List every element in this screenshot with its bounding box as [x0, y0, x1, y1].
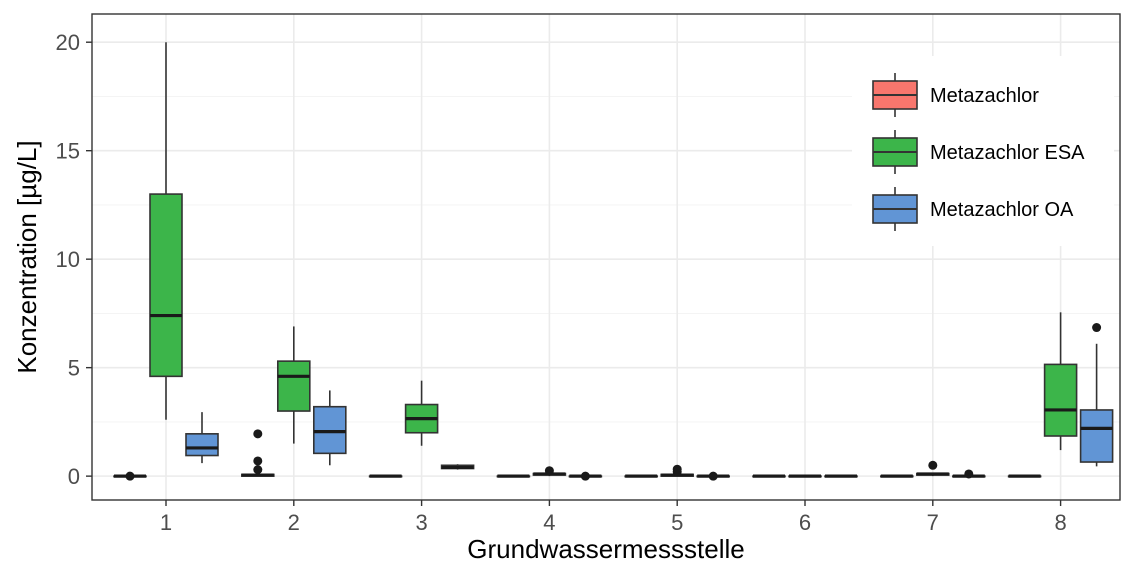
box-metazachlor-esa-5: [660, 464, 695, 477]
box-metazachlor-oa-2: [312, 390, 347, 466]
legend-label: Metazachlor: [930, 85, 1039, 107]
box-metazachlor-3: [368, 474, 403, 478]
outlier-point: [253, 456, 263, 466]
box-metazachlor-esa-4: [532, 466, 567, 477]
box-metazachlor-oa-1: [185, 412, 219, 464]
y-tick-label: 0: [68, 464, 80, 489]
x-tick-label: 3: [415, 510, 427, 535]
outlier-point: [253, 465, 263, 475]
box-metazachlor-esa-8: [1043, 312, 1078, 451]
x-tick-label: 8: [1054, 510, 1066, 535]
box-metazachlor-5: [624, 474, 659, 478]
box-metazachlor-2: [241, 429, 275, 477]
box-metazachlor-7: [879, 474, 914, 478]
legend-item-metazachlor: Metazachlor: [872, 73, 1039, 117]
box-body: [1079, 409, 1114, 463]
y-tick-label: 5: [68, 356, 80, 381]
box-body: [1043, 363, 1078, 437]
box-metazachlor-oa-4: [568, 471, 603, 481]
x-tick-label: 4: [543, 510, 555, 535]
outlier-point: [253, 429, 263, 439]
x-tick-label: 5: [671, 510, 683, 535]
x-tick-label: 2: [288, 510, 300, 535]
y-axis-title: Konzentration [µg/L]: [12, 140, 42, 373]
box-body: [276, 360, 311, 412]
box-elements: [113, 42, 1114, 481]
x-tick-label: 7: [927, 510, 939, 535]
x-tick-label: 6: [799, 510, 811, 535]
outlier-point: [1092, 323, 1102, 333]
box-metazachlor-esa-1: [149, 42, 183, 420]
y-axis: 0 5 10 15 20: [56, 30, 92, 489]
legend-item-metazachlor-oa: Metazachlor OA: [872, 187, 1074, 231]
y-tick-label: 20: [56, 30, 80, 55]
box-body: [185, 433, 219, 457]
outlier-point: [125, 471, 135, 481]
box-body: [312, 405, 347, 455]
box-metazachlor-oa-5: [696, 471, 731, 481]
outlier-point: [964, 469, 974, 479]
box-metazachlor-oa-6: [824, 474, 858, 478]
outlier-point: [928, 460, 938, 470]
legend-item-metazachlor-esa: Metazachlor ESA: [872, 130, 1085, 174]
outlier-point: [580, 471, 590, 481]
legend-label: Metazachlor ESA: [930, 142, 1085, 164]
y-tick-label: 10: [56, 247, 80, 272]
box-metazachlor-oa-7: [951, 469, 986, 479]
y-tick-label: 15: [56, 139, 80, 164]
box-metazachlor-oa-3: [440, 464, 475, 470]
box-metazachlor-1: [113, 471, 147, 481]
box-metazachlor-esa-6: [788, 474, 822, 478]
box-metazachlor-6: [752, 474, 786, 478]
outlier-point: [708, 471, 718, 481]
box-metazachlor-esa-7: [915, 460, 950, 477]
outlier-point: [544, 466, 554, 476]
plot-panel-border: [91, 13, 1121, 501]
legend: Metazachlor Metazachlor ESA Metazachlor OA: [852, 56, 1114, 246]
x-axis-title: Grundwassermessstelle: [467, 534, 744, 564]
box-metazachlor-4: [496, 474, 531, 478]
box-metazachlor-esa-3: [404, 380, 439, 446]
box-body: [149, 193, 183, 378]
outlier-point: [672, 464, 682, 474]
box-metazachlor-esa-2: [276, 326, 311, 444]
legend-label: Metazachlor OA: [930, 199, 1074, 221]
box-metazachlor-8: [1007, 474, 1042, 478]
x-axis: 1 2 3 4 5 6 7 8: [160, 500, 1067, 535]
box-metazachlor-oa-8: [1079, 323, 1114, 467]
x-tick-label: 1: [160, 510, 172, 535]
